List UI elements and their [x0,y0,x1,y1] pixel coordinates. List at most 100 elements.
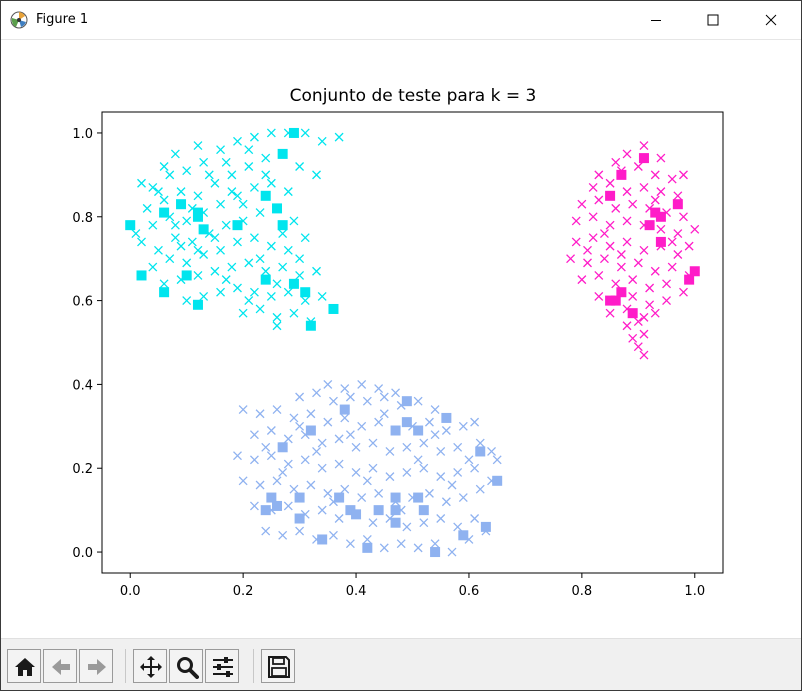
data-point-x [453,467,463,477]
data-point-x [148,220,158,230]
data-point-x [453,522,463,532]
data-point-square [328,303,339,314]
data-point-x [278,530,288,540]
data-point-x [430,539,440,549]
data-point-x [441,426,451,435]
configure-subplots-button[interactable] [205,649,239,683]
data-point-x [487,447,496,456]
data-point-x [633,317,643,327]
data-point-x [261,526,271,536]
forward-button[interactable] [79,649,113,683]
data-point-x [616,250,626,259]
data-point-x [419,438,429,448]
data-point-square [638,153,649,164]
data-point-square [176,199,187,210]
axis-ticks: 0.0 0.2 0.4 0.6 0.8 1.0 0.0 0.2 0.4 0.6 0.8 1.0 [72,127,705,599]
data-point-x [402,442,412,452]
data-point-x [210,233,220,243]
data-point-x [357,421,367,431]
data-point-x [667,237,677,247]
data-point-x [283,245,293,255]
data-point-x [244,296,254,306]
data-point-x [650,266,660,276]
data-point-x [272,279,282,289]
data-point-x [458,421,468,431]
data-point-x [628,333,638,343]
toolbar-separator [253,649,254,683]
data-point-x [441,497,451,507]
data-point-x [159,162,169,171]
data-point-x [340,484,350,494]
data-point-square [136,270,147,281]
maximize-button[interactable] [690,1,736,39]
data-point-x [317,463,327,473]
data-point-square [689,266,700,277]
figure-canvas[interactable]: Conjunto de teste para k = 3 0.0 0.2 0.4 0.… [1,40,801,638]
title-bar[interactable]: Figure 1 [1,1,801,40]
data-point-x [289,308,299,318]
close-button[interactable] [748,1,794,39]
data-point-x [227,170,237,180]
data-point-x [650,170,660,180]
data-point-x [295,270,305,280]
data-point-x [645,283,655,293]
matplotlib-icon [10,11,28,29]
data-point-x [266,291,276,301]
data-point-x [639,350,649,360]
data-point-x [639,141,649,150]
data-point-x [153,187,163,197]
data-point-x [176,241,186,251]
x-tick-label: 0.0 [120,584,141,599]
data-point-x [317,438,327,448]
data-point-x [261,170,271,180]
zoom-button[interactable] [169,649,203,683]
data-point-square [317,534,328,545]
home-button[interactable] [7,649,41,683]
data-point-x [430,405,440,415]
window-title: Figure 1 [36,12,89,27]
data-point-square [260,505,271,516]
pan-icon [140,656,162,678]
data-point-x [611,203,621,213]
zoom-icon [177,657,199,679]
data-point-square [605,295,616,306]
data-point-square [294,513,305,524]
data-point-x [266,426,276,435]
data-point-x [345,430,355,440]
data-point-x [238,405,248,415]
data-point-x [295,421,305,431]
data-point-x [159,195,169,205]
data-point-x [170,149,180,159]
data-point-x [266,128,276,138]
data-point-x [278,229,288,238]
data-point-x [340,384,350,394]
data-point-x [402,467,412,477]
pan-button[interactable] [133,649,167,683]
data-point-square [305,425,316,436]
data-point-square [294,492,305,503]
back-button[interactable] [43,649,77,683]
save-button[interactable] [261,649,295,683]
data-point-x [131,229,141,238]
data-point-x [402,522,412,532]
data-point-x [351,442,361,452]
data-point-x [611,157,621,167]
data-point-x [306,409,316,419]
data-point-x [368,438,378,448]
data-point-x [413,455,423,465]
data-point-x [605,178,615,188]
data-point-x [673,250,683,259]
data-point-x [266,241,276,251]
data-point-x [447,547,457,557]
data-points [125,127,700,558]
data-point-x [216,287,226,297]
data-point-x [199,250,209,259]
minimize-button[interactable] [633,1,679,39]
data-point-x [238,199,248,209]
close-icon [765,14,777,26]
data-point-x [470,463,480,473]
data-point-x [656,153,666,163]
data-point-square [305,320,316,331]
data-point-x [662,296,672,306]
data-point-x [379,392,389,402]
